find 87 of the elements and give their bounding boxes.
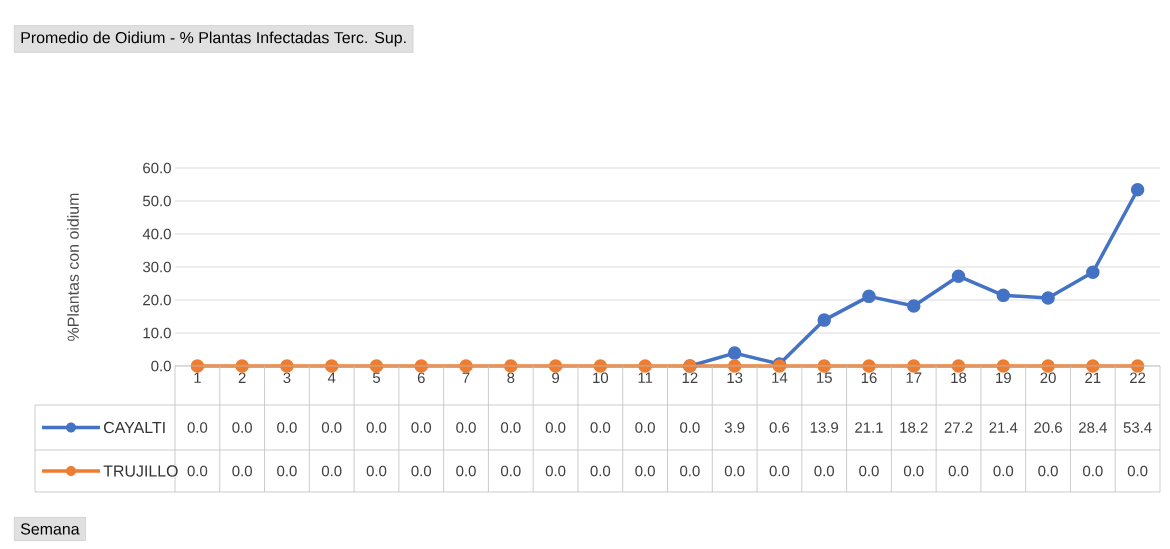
x-tick-label: 16 [861, 372, 877, 384]
data-label: 18.2 [900, 422, 928, 433]
x-tick-label: 18 [951, 372, 967, 384]
x-tick-label: 7 [462, 372, 470, 383]
data-label: 0.0 [1038, 465, 1058, 477]
x-tick-label: 21 [1085, 372, 1101, 383]
text: 0.0 [590, 422, 611, 433]
x-tick-label: 15 [817, 372, 832, 383]
data-label: 27.2 [944, 422, 973, 433]
text: 0.0 [500, 422, 521, 433]
data-label: 0.0 [814, 465, 834, 477]
point [727, 346, 742, 360]
data-label: 0.6 [769, 422, 790, 433]
x-tick-label: 14 [772, 372, 788, 383]
data-label: 0.0 [1083, 465, 1103, 477]
x-tick-label: 9 [552, 372, 560, 384]
chart-title: Promedio de Oidium - % Plantas Infectadas Terc. Sup. [21, 31, 406, 47]
legend-label: CAYALTI [104, 421, 165, 434]
data-label: 0.0 [948, 465, 969, 477]
y-tick-label: 20.0 [143, 294, 171, 306]
x-tick-label: 4 [327, 372, 336, 383]
x-tick-label: 11 [638, 372, 653, 383]
data-label: 21.4 [989, 422, 1018, 433]
text: 0.0 [366, 422, 387, 433]
point [862, 289, 876, 304]
legend-label: TRUJILLO [103, 465, 178, 477]
text: 0.0 [545, 422, 566, 433]
text: 0.0 [277, 422, 297, 433]
data-label: 28.4 [1079, 422, 1107, 433]
y-tick-label: 40.0 [142, 228, 171, 240]
x-tick-label: 8 [507, 372, 515, 384]
data-label: 0.0 [993, 465, 1014, 477]
point [1041, 291, 1055, 305]
text: Semana [20, 523, 80, 535]
data-label: 0.0 [635, 465, 655, 477]
point [996, 288, 1011, 303]
data-label: 0.0 [724, 465, 745, 477]
data-label: 13.9 [810, 422, 839, 433]
y-tick-label: 60.0 [143, 162, 171, 174]
x-tick-label: 3 [283, 372, 291, 384]
x-tick-label: 5 [372, 372, 381, 383]
text: 0.0 [411, 422, 432, 433]
data-label: 3.9 [724, 422, 745, 433]
x-tick-label: 17 [906, 372, 922, 383]
y-tick-label: 0.0 [151, 360, 171, 372]
point [951, 269, 966, 283]
data-label: 0.0 [680, 422, 700, 433]
x-tick-label: 13 [727, 372, 743, 384]
data-label: 0.0 [769, 465, 790, 477]
x-tick-label: 22 [1130, 372, 1146, 383]
data-label: 0.0 [590, 465, 611, 477]
text: 0.0 [321, 422, 342, 433]
data-label: 0.0 [187, 465, 208, 477]
data-label: 53.4 [1123, 422, 1152, 433]
data-label: 0.0 [1127, 465, 1148, 477]
y-tick-label: 50.0 [143, 195, 171, 207]
x-tick-label: 1 [194, 372, 201, 383]
point [1086, 265, 1100, 280]
data-label: 0.0 [411, 465, 432, 477]
x-tick-label: 2 [238, 372, 246, 383]
text: 0.0 [232, 422, 252, 433]
data-label: 0.0 [456, 465, 476, 477]
x-tick-label: 19 [996, 372, 1011, 384]
data-label: 0.0 [859, 465, 879, 477]
y-axis-title: %Plantas con oidium [67, 193, 79, 341]
x-tick-label: 20 [1040, 372, 1056, 384]
data-label: 0.0 [321, 465, 342, 477]
data-label: 21.1 [855, 422, 883, 433]
text: 0.0 [456, 422, 476, 433]
data-label: 20.6 [1034, 422, 1062, 433]
data-label: 0.0 [500, 465, 521, 477]
data-label: 0.0 [903, 465, 924, 477]
data-label: 0.0 [680, 465, 700, 477]
point [1130, 183, 1145, 197]
x-tick-label: 10 [593, 372, 609, 384]
point [907, 299, 921, 313]
y-tick-label: 30.0 [142, 261, 171, 273]
y-tick-label: 10.0 [143, 327, 171, 339]
x-tick-label: 6 [417, 372, 425, 384]
data-label: 0.0 [277, 465, 297, 477]
text: 0.0 [635, 422, 655, 433]
text: 0.0 [187, 422, 208, 433]
point [817, 313, 831, 327]
data-label: 0.0 [232, 465, 252, 477]
x-tick-label: 12 [682, 372, 698, 383]
data-label: 0.0 [545, 465, 566, 477]
data-label: 0.0 [366, 465, 387, 477]
